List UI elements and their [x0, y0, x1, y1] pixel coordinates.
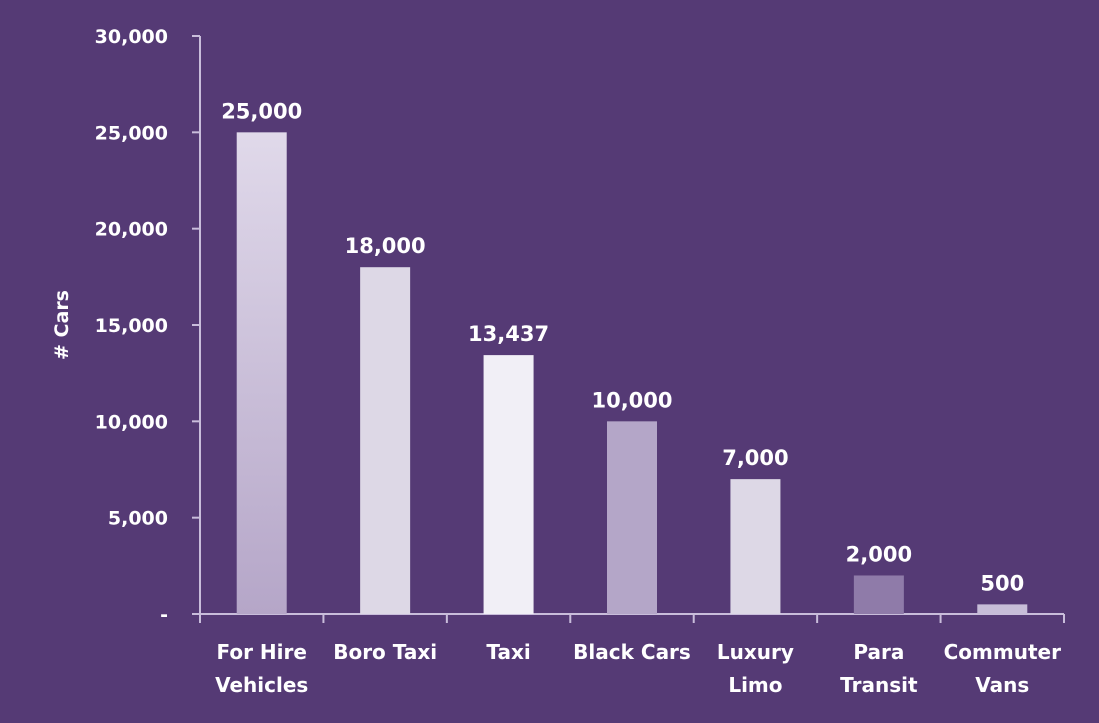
x-tick-label: For Hire — [216, 640, 306, 664]
x-tick-label: Black Cars — [573, 640, 691, 664]
x-tick-label: Transit — [840, 673, 918, 697]
bar — [360, 267, 411, 614]
axes — [192, 35, 1065, 623]
labels: - 5,000 10,000 15,000 20,000 25,000 30,000 # Ca… — [51, 26, 1061, 697]
x-tick-label: Taxi — [486, 640, 530, 664]
x-tick-label: Boro Taxi — [333, 640, 437, 664]
x-tick-label: Vehicles — [215, 673, 308, 697]
data-label: 10,000 — [591, 388, 672, 412]
data-label: 18,000 — [345, 234, 426, 258]
x-tick-label: Commuter — [944, 640, 1061, 664]
bar — [483, 355, 534, 614]
bar — [730, 479, 781, 614]
x-tick-label: Limo — [728, 673, 782, 697]
bar — [853, 575, 904, 614]
bar — [607, 421, 657, 614]
y-tick-label: 15,000 — [95, 315, 168, 337]
y-tick-label: - — [160, 604, 168, 626]
x-tick-label: Vans — [975, 673, 1029, 697]
y-tick-label: 20,000 — [95, 219, 168, 241]
y-tick-label: 5,000 — [108, 508, 168, 530]
data-label: 13,437 — [468, 322, 549, 346]
x-tick-label: Luxury — [717, 640, 794, 664]
data-label: 2,000 — [846, 542, 912, 566]
data-label: 500 — [980, 571, 1024, 595]
x-tick-label: Para — [853, 640, 904, 664]
y-axis-label: # Cars — [51, 290, 73, 360]
y-tick-label: 10,000 — [95, 411, 168, 433]
y-tick-label: 30,000 — [95, 26, 168, 48]
bar — [236, 132, 287, 615]
data-label: 25,000 — [221, 99, 302, 123]
bar — [977, 604, 1028, 614]
y-tick-label: 25,000 — [95, 122, 168, 144]
bars — [236, 132, 1028, 615]
data-label: 7,000 — [722, 446, 788, 470]
